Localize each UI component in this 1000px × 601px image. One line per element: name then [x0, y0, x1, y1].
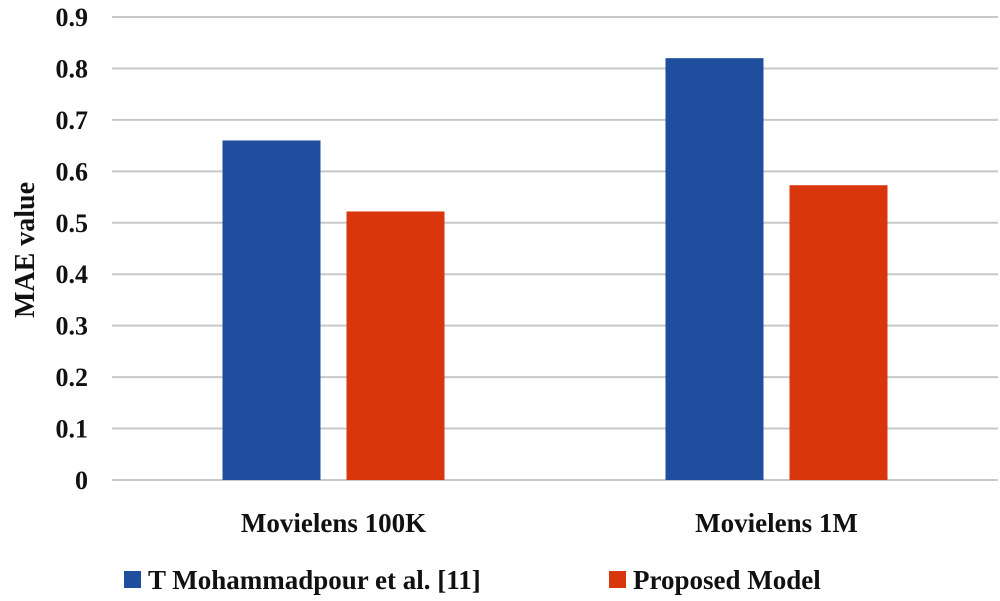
- y-tick-label: 0.7: [56, 106, 89, 135]
- y-tick-label: 0.3: [56, 312, 89, 341]
- bar-mohammadpour-100k: [222, 140, 321, 480]
- legend-label: Proposed Model: [633, 565, 821, 595]
- y-tick-label: 0.6: [56, 157, 89, 186]
- y-axis-ticks: 0 0.1 0.2 0.3 0.4 0.5 0.6 0.7 0.8 0.9: [56, 3, 89, 495]
- y-tick-label: 0.9: [56, 3, 89, 32]
- y-axis-title: MAE value: [10, 182, 41, 318]
- bar-mohammadpour-1m: [665, 58, 764, 481]
- y-tick-label: 0.8: [56, 54, 89, 83]
- legend: T Mohammadpour et al. [11] Proposed Model: [124, 565, 821, 595]
- y-tick-label: 0: [75, 466, 88, 495]
- y-tick-label: 0.5: [56, 209, 89, 238]
- y-tick-label: 0.2: [56, 363, 89, 392]
- y-tick-label: 0.4: [56, 260, 89, 289]
- x-category-label: Movielens 1M: [695, 508, 858, 538]
- x-category-label: Movielens 100K: [241, 508, 426, 538]
- bar-proposed-model-100k: [346, 211, 445, 480]
- bar-proposed-model-1m: [789, 185, 888, 480]
- legend-swatch: [609, 571, 626, 588]
- x-axis-categories: Movielens 100K Movielens 1M: [241, 508, 858, 538]
- legend-label: T Mohammadpour et al. [11]: [148, 565, 481, 595]
- y-tick-label: 0.1: [56, 415, 89, 444]
- bars: [222, 58, 888, 481]
- legend-swatch: [124, 571, 141, 588]
